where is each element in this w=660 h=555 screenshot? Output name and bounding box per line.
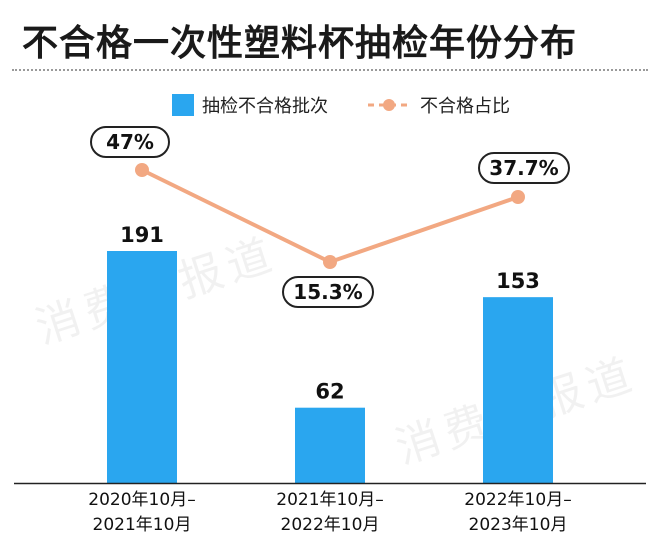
- x-tick-label-line: 2022年10月: [280, 515, 380, 535]
- percent-callout: 15.3%: [282, 276, 374, 308]
- legend-item-bar: 抽检不合格批次: [172, 92, 328, 118]
- line-point: [323, 255, 337, 269]
- bar-value-label: 153: [496, 269, 540, 293]
- title-divider: [12, 69, 648, 71]
- legend-bar-swatch: [172, 94, 194, 116]
- series-line: [141, 168, 519, 264]
- x-tick-label-line: 2022年10月–: [464, 490, 572, 510]
- percent-callout-outline: [282, 276, 374, 308]
- x-tick-label: 2020年10月– 2021年10月: [62, 488, 222, 538]
- x-tick-label: 2022年10月– 2023年10月: [438, 488, 598, 538]
- percent-callout-outline: [478, 152, 570, 184]
- line-point: [511, 189, 525, 204]
- x-tick-label: 2021年10月– 2022年10月: [250, 488, 410, 538]
- page-title: 不合格一次性塑料杯抽检年份分布: [22, 23, 578, 64]
- legend-bar-label: 抽检不合格批次: [202, 96, 328, 117]
- bar-value-label: 191: [120, 223, 164, 247]
- x-tick-label-line: 2020年10月–: [88, 490, 196, 510]
- percent-callout-outline: [90, 126, 170, 158]
- bar: [483, 297, 553, 483]
- percent-label: 47%: [106, 130, 154, 154]
- bar-value-label: 62: [315, 380, 344, 404]
- bar: [295, 407, 365, 483]
- percent-label: 37.7%: [489, 156, 558, 180]
- percent-callout: 47%: [90, 126, 170, 158]
- legend-line-swatch: [368, 99, 410, 111]
- legend-item-line: 不合格占比: [366, 92, 510, 118]
- x-tick-label-line: 2021年10月: [92, 515, 192, 535]
- legend-line-label: 不合格占比: [420, 96, 510, 117]
- percent-label: 15.3%: [293, 280, 362, 304]
- x-tick-label-line: 2023年10月: [468, 515, 568, 535]
- percent-callout: 37.7%: [478, 152, 570, 184]
- x-tick-label-line: 2021年10月–: [276, 490, 384, 510]
- chart-legend: 抽检不合格批次 不合格占比: [172, 92, 510, 118]
- line-point: [135, 163, 149, 177]
- bar: [107, 251, 177, 483]
